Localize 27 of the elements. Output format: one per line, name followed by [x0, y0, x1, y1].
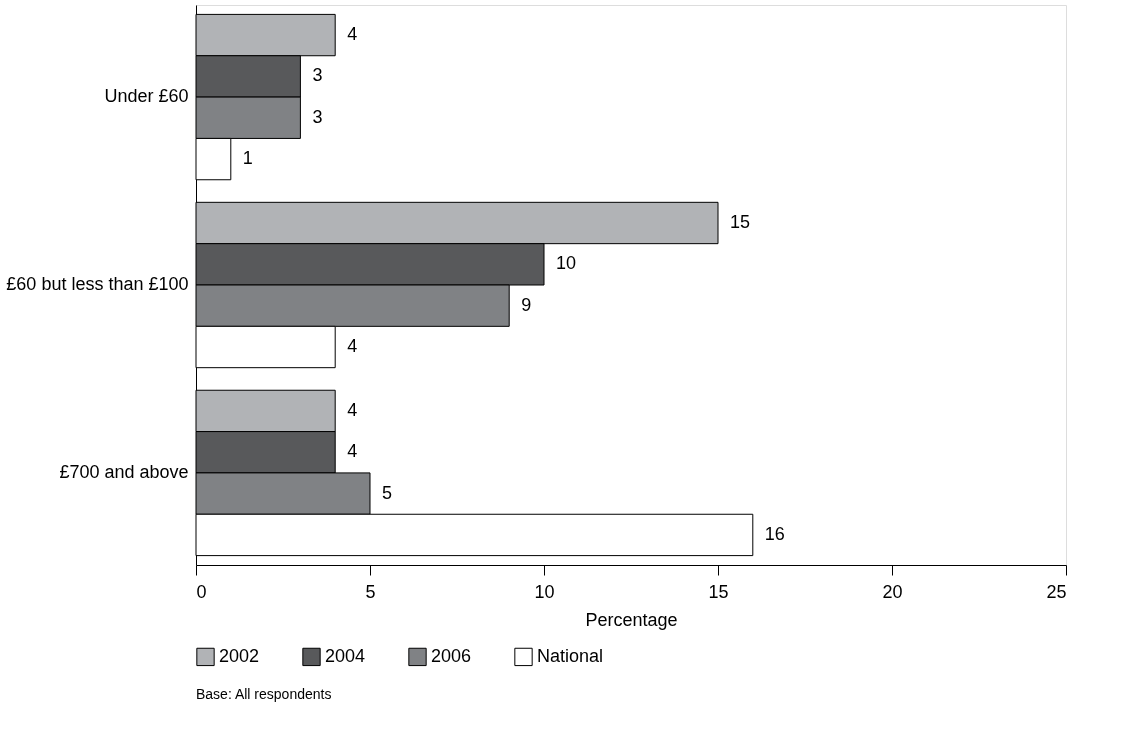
data-label: 4 [347, 399, 358, 420]
data-label: 4 [347, 24, 358, 45]
legend-label: 2002 [219, 645, 260, 666]
x-tick-label: 20 [882, 581, 903, 602]
data-label: 3 [312, 65, 323, 86]
data-label: 9 [521, 294, 532, 315]
x-tick-label: 5 [365, 581, 376, 602]
y-tick-label: Under £60 [104, 86, 189, 107]
text: Base: All respondents [196, 686, 332, 702]
legend-label: 2006 [431, 645, 472, 666]
x-tick-label: 0 [196, 581, 207, 602]
data-label: 4 [347, 441, 358, 462]
data-label: 1 [242, 148, 253, 169]
legend-label: National [537, 645, 604, 666]
y-tick-label: £60 but less than £100 [6, 274, 189, 294]
x-axis-title: Percentage [585, 609, 678, 630]
data-label: 16 [764, 523, 785, 544]
x-tick-label: 15 [708, 581, 729, 602]
data-label: 5 [382, 482, 393, 503]
data-label: 15 [730, 211, 751, 232]
data-label: 3 [312, 106, 323, 127]
x-tick-label: 25 [1046, 581, 1067, 602]
data-label: 4 [347, 336, 358, 357]
legend-label: 2004 [325, 645, 366, 666]
x-tick-label: 10 [534, 581, 555, 602]
y-tick-label: £700 and above [59, 461, 189, 482]
data-label: 10 [556, 253, 577, 274]
